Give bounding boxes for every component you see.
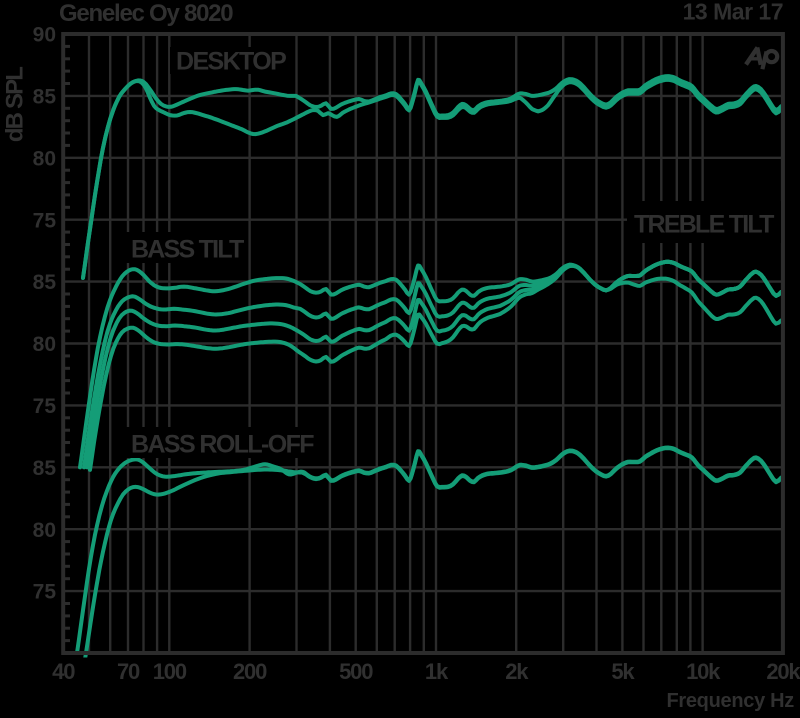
svg-text:90: 90 <box>33 24 56 47</box>
svg-text:13 Mar 17: 13 Mar 17 <box>683 0 783 25</box>
svg-text:Genelec Oy 8020: Genelec Oy 8020 <box>59 0 233 27</box>
svg-text:20k: 20k <box>766 659 800 684</box>
svg-text:DESKTOP: DESKTOP <box>176 48 286 76</box>
svg-text:75: 75 <box>33 395 57 418</box>
svg-text:85: 85 <box>33 457 57 480</box>
svg-text:75: 75 <box>33 581 57 604</box>
svg-text:70: 70 <box>117 659 140 684</box>
svg-text:100: 100 <box>153 659 187 684</box>
svg-text:Frequency Hz: Frequency Hz <box>666 690 794 712</box>
svg-text:BASS TILT: BASS TILT <box>131 236 244 264</box>
svg-text:80: 80 <box>33 519 56 542</box>
svg-text:2k: 2k <box>505 659 529 684</box>
svg-text:BASS ROLL-OFF: BASS ROLL-OFF <box>131 431 314 459</box>
svg-text:80: 80 <box>33 333 56 356</box>
svg-text:40: 40 <box>52 659 75 684</box>
svg-text:200: 200 <box>233 659 267 684</box>
svg-text:85: 85 <box>33 271 57 294</box>
svg-text:5k: 5k <box>611 659 635 684</box>
svg-text:500: 500 <box>339 659 373 684</box>
svg-text:10k: 10k <box>686 659 721 684</box>
svg-text:75: 75 <box>33 209 57 232</box>
svg-text:dB SPL: dB SPL <box>2 67 29 142</box>
svg-text:85: 85 <box>33 86 57 109</box>
svg-text:TREBLE TILT: TREBLE TILT <box>634 211 774 239</box>
svg-text:1k: 1k <box>425 659 449 684</box>
svg-text:80: 80 <box>33 147 56 170</box>
